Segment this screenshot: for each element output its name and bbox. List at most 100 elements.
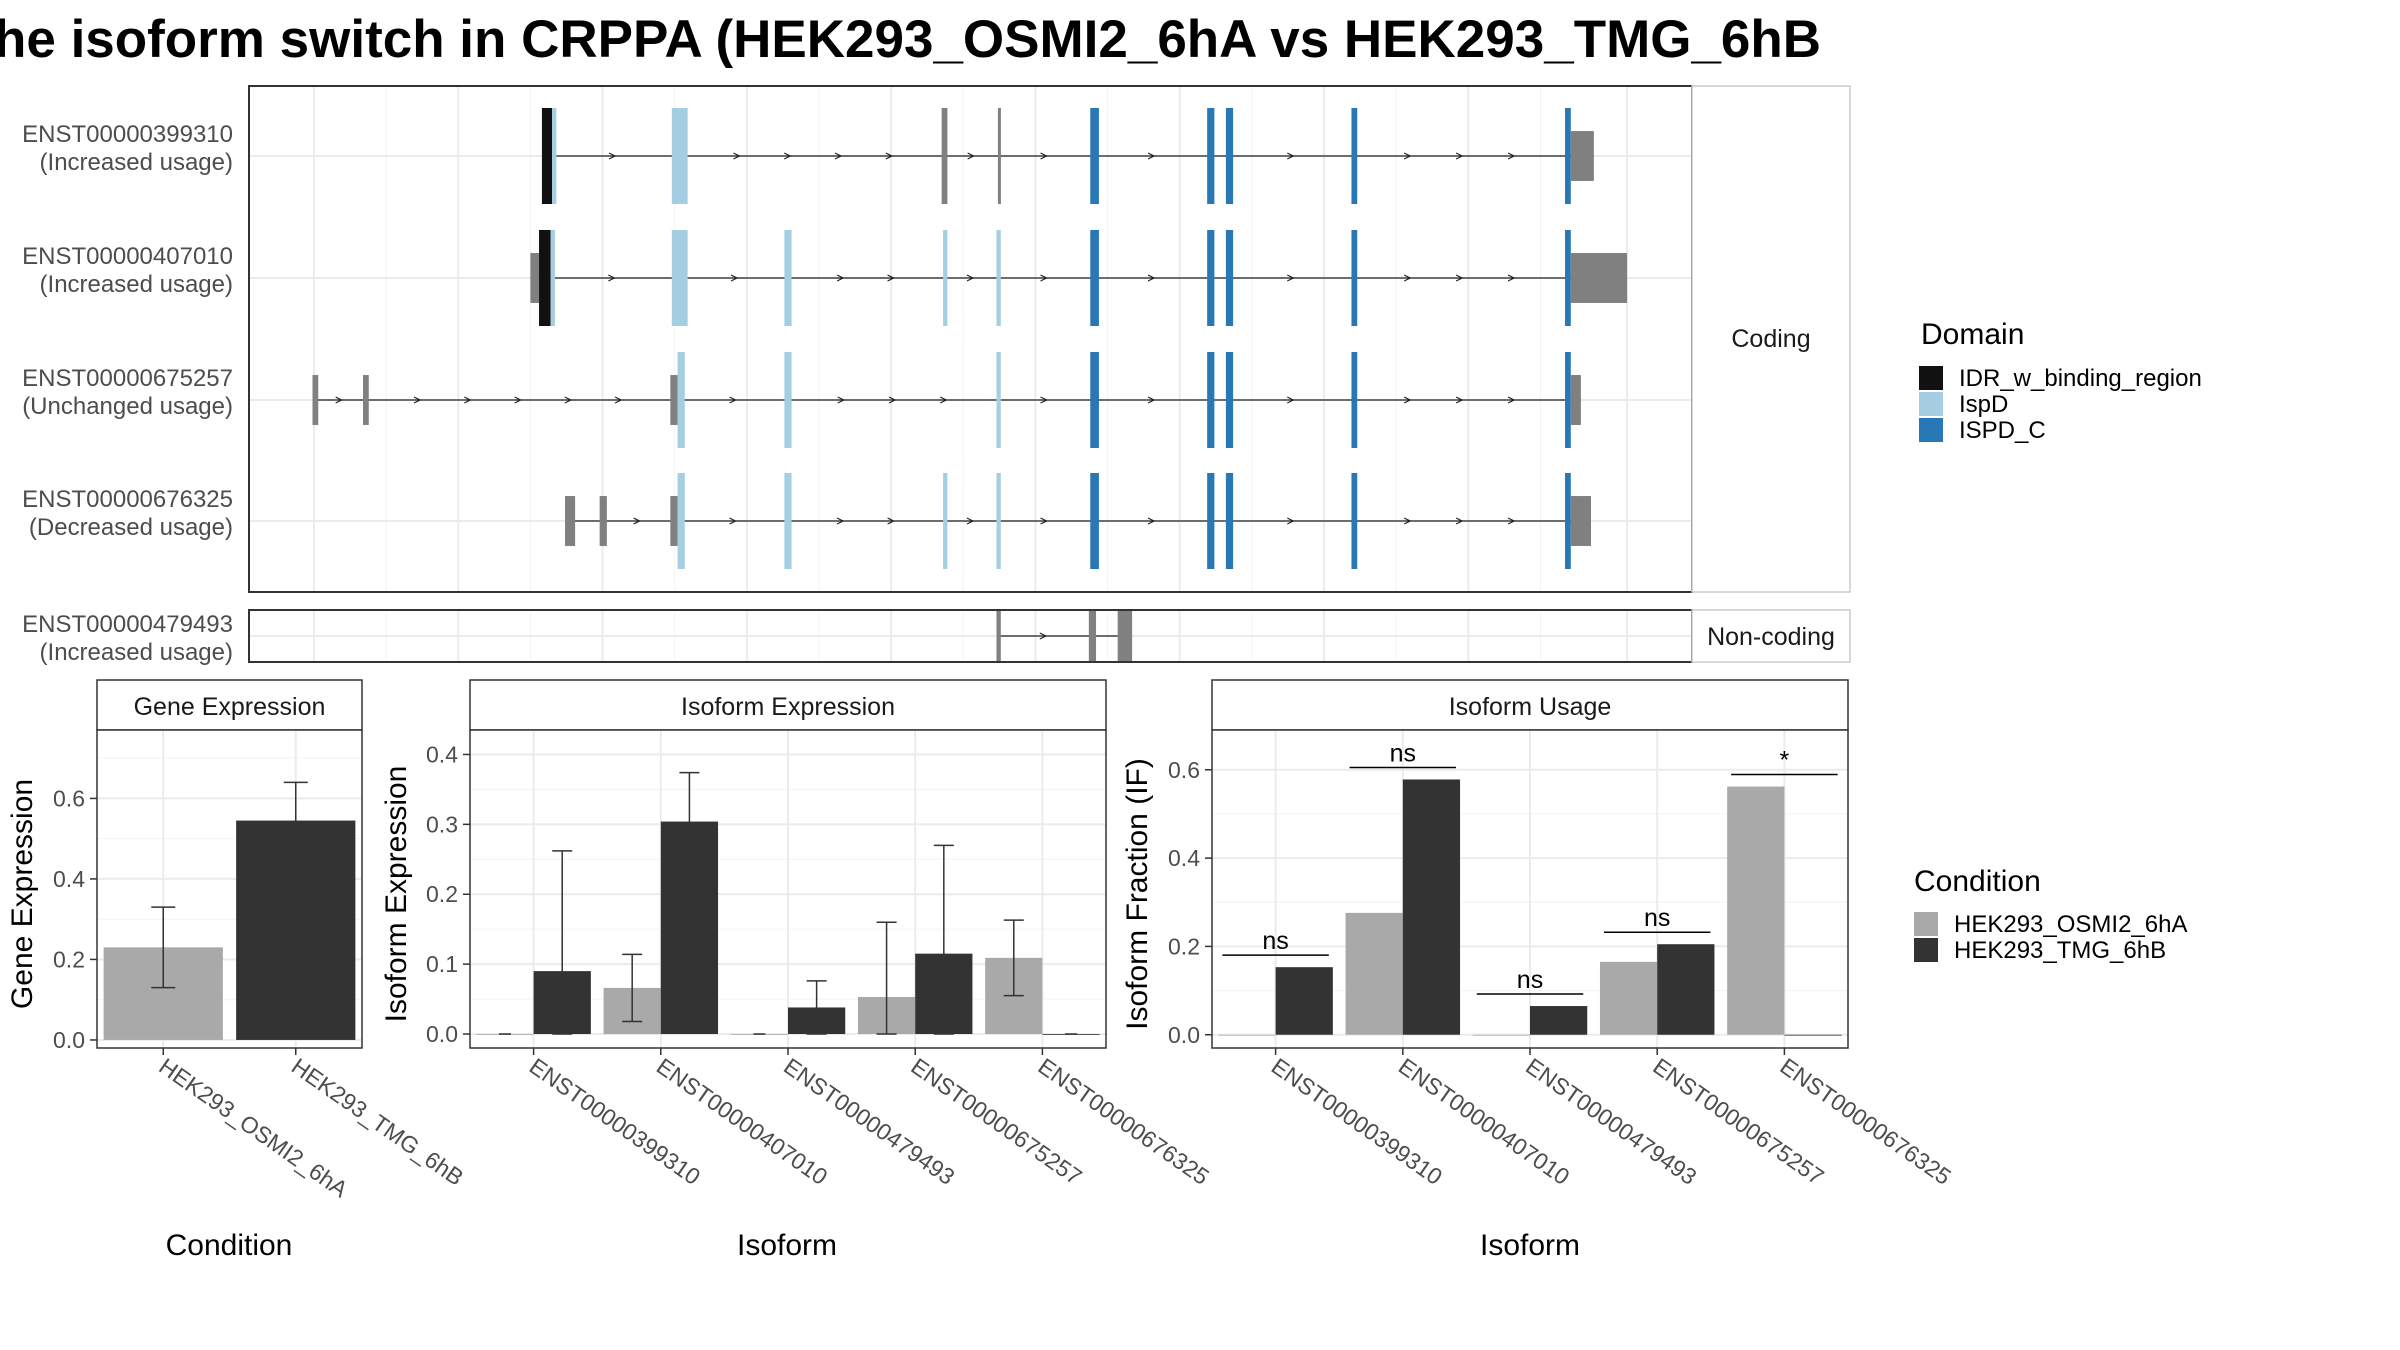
intron-arrow [1403,152,1412,160]
exon [1090,230,1099,326]
y-tick-label: 0.0 [53,1027,85,1053]
intron-arrow [335,396,343,404]
intron-arrow [1287,396,1295,404]
panel-strip [469,679,1107,731]
bar [1472,1034,1530,1036]
exon [996,611,1001,661]
exon [1570,131,1594,181]
intron-arrow [1455,517,1464,525]
intron-arrow [939,396,948,404]
legend-domain-swatch [1919,392,1943,416]
intron-arrow [1287,517,1295,525]
significance-label: ns [1262,927,1288,955]
exon [671,108,688,204]
y-tick-label: 0.6 [53,785,85,811]
exon [1565,473,1571,569]
exon [677,473,685,569]
legend-domain-label: IDR_w_binding_region [1959,365,2202,392]
intron-arrow [836,517,845,525]
transcript-id-label: ENST00000399310 [22,121,233,148]
exon [1351,108,1358,204]
bar [1530,1006,1588,1035]
exon [1207,352,1215,448]
intron-arrow [1147,274,1156,282]
y-axis-title: Gene Expression [6,779,39,1009]
exon [1090,352,1099,448]
intron-arrow [836,274,845,282]
significance-label: ns [1390,739,1416,767]
exon [362,375,369,425]
exon [997,108,1001,204]
coding-strip-label: Coding [1731,325,1810,353]
intron-arrow [1287,274,1295,282]
legend-domain-swatch [1919,366,1943,390]
bar [1275,967,1333,1035]
intron-arrow [1455,152,1464,160]
x-axis-title: Isoform [737,1229,837,1262]
exon [670,375,678,425]
legend-condition-label: HEK293_OSMI2_6hA [1954,911,2187,938]
y-tick-label: 0.2 [1168,933,1200,959]
y-tick-label: 0.2 [53,946,85,972]
y-tick-label: 0.4 [53,866,85,892]
transcript-id-label: ENST00000675257 [22,365,233,392]
transcript-status-label: (Increased usage) [40,149,233,176]
exon [996,473,1001,569]
chart-title: he isoform switch in CRPPA (HEK293_OSMI2… [0,10,1821,69]
intron-arrow [1403,517,1412,525]
exon [530,253,540,303]
intron-arrow [1040,517,1048,525]
exon [784,473,792,569]
exon [1207,473,1215,569]
exon [1207,108,1215,204]
exon [784,230,792,326]
bar [1784,1034,1842,1036]
exon [996,230,1001,326]
exon [1225,230,1234,326]
intron-arrow [1403,396,1412,404]
exon [1565,230,1571,326]
intron-arrow [1147,517,1156,525]
intron-arrow [464,396,472,404]
y-tick-label: 0.6 [1168,757,1200,783]
intron-arrow [1507,152,1516,160]
exon [1565,352,1571,448]
exon [1570,496,1591,546]
intron-arrow [413,396,422,404]
y-tick-label: 0.0 [1168,1022,1200,1048]
intron-arrow [514,396,522,404]
legend-domain-swatch [1919,418,1943,442]
exon [943,473,948,569]
exon [552,108,557,204]
significance-label: ns [1517,966,1543,994]
exon [1351,473,1358,569]
transcript-status-label: (Decreased usage) [29,514,233,541]
exon [599,496,607,546]
intron-arrow [1507,274,1516,282]
panel-title: Gene Expression [134,693,326,721]
noncoding-strip [1691,609,1851,663]
bar [1657,944,1715,1035]
noncoding-strip-label: Non-coding [1707,623,1835,651]
exon [565,496,576,546]
intron-arrow [888,396,897,404]
y-tick-label: 0.4 [426,741,458,767]
legend-condition-label: HEK293_TMG_6hB [1954,937,2166,964]
exon [312,375,319,425]
exon [1090,473,1099,569]
intron-arrow [614,396,623,404]
intron-arrow [1039,632,1048,640]
intron-arrow [1403,274,1412,282]
intron-arrow [729,517,737,525]
intron-arrow [885,152,894,160]
exon [670,496,678,546]
significance-label: ns [1644,904,1670,932]
y-axis-title: Isoform Fraction (IF) [1121,758,1154,1030]
y-axis-title: Isoform Expression [380,766,413,1023]
exon [1207,230,1215,326]
intron-arrow [966,274,975,282]
transcript-id-label: ENST00000479493 [22,611,233,638]
intron-arrow [1455,396,1464,404]
exon [541,108,553,204]
bar [1218,1034,1276,1036]
